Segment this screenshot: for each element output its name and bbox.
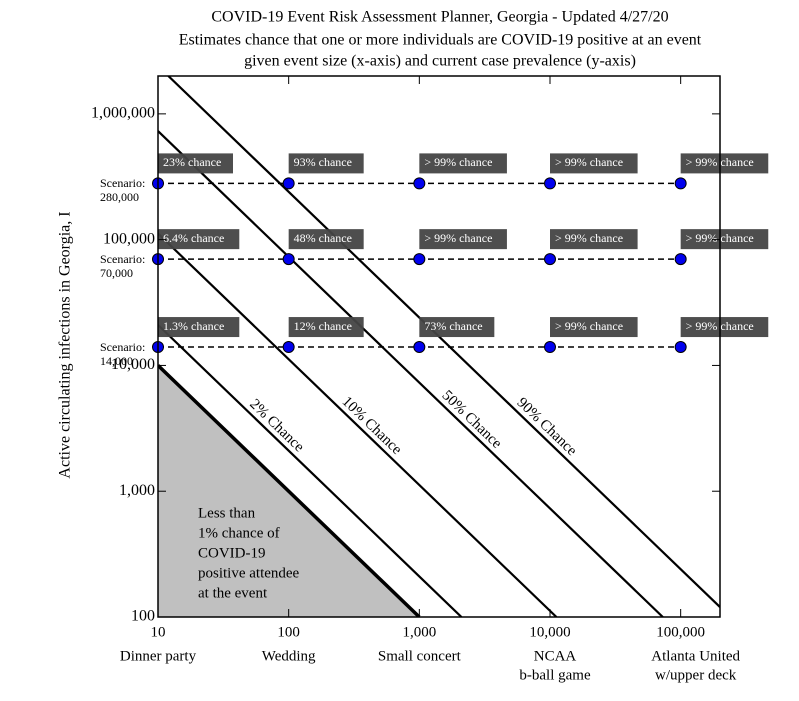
risk-line-label: 50% Chance [439,387,505,452]
chance-label: > 99% chance [555,155,623,169]
scenario-point [413,177,426,190]
y-tick-label: 100,000 [103,230,155,247]
chance-label-box [158,317,240,338]
chance-label-box [288,229,364,250]
x-tick-label: 10 [151,624,166,640]
chance-label-box [549,317,638,338]
y-tick-label: 1,000 [119,482,155,499]
chance-label: 73% chance [424,319,482,333]
risk-line [167,76,720,608]
chance-label-box [680,153,769,174]
risk-line-label: 90% Chance [514,395,580,460]
event-label: Atlanta United [651,648,740,664]
plot-area [158,76,720,617]
chance-label: 1.3% chance [163,319,224,333]
scenario-label: Scenario: [100,252,145,266]
chance-label-box [288,317,364,338]
event-label: w/upper deck [655,667,737,683]
y-tick-label: 10,000 [111,356,155,373]
chance-label: 6.4% chance [163,231,224,245]
risk-line-label: 2% Chance [246,396,307,455]
scenario-point [282,341,295,354]
event-label: Dinner party [120,648,197,664]
y-axis-label: Active circulating infections in Georgia… [57,211,74,478]
x-tick-label: 10,000 [529,624,570,640]
scenario-point [543,253,556,266]
chance-label: > 99% chance [555,231,623,245]
chance-label: 12% chance [294,319,352,333]
chance-label-box [680,229,769,250]
scenario-level-label: 280,000 [100,190,139,204]
scenario-level-label: 14,000 [100,354,133,368]
scenario-point [413,341,426,354]
x-tick-label: 1,000 [402,624,436,640]
risk-line [158,232,558,617]
scenario-point [674,253,687,266]
chance-label: > 99% chance [424,231,492,245]
region-annotation: COVID-19 [198,545,266,561]
x-tick-label: 100,000 [656,624,705,640]
chance-label-box [549,229,638,250]
chance-label-box [419,153,507,174]
risk-line [158,130,664,617]
chance-label-box [419,317,495,338]
scenario-label: Scenario: [100,340,145,354]
region-annotation: Less than [198,505,256,521]
scenario-level-label: 70,000 [100,266,133,280]
chance-label: 48% chance [294,231,352,245]
x-tick-label: 100 [277,624,300,640]
scenario-point [543,177,556,190]
chance-label-box [158,153,233,174]
event-label: Small concert [378,648,462,664]
scenario-point [282,253,295,266]
chance-label-box [158,229,240,250]
chance-label-box [419,229,507,250]
scenario-point [413,253,426,266]
chance-label: 93% chance [294,155,352,169]
y-tick-label: 100 [131,608,155,625]
event-label: NCAA [534,648,577,664]
scenario-label: Scenario: [100,176,145,190]
region-annotation: 1% chance of [198,525,280,541]
chance-label-box [680,317,769,338]
y-tick-label: 1,000,000 [91,105,155,122]
event-label: Wedding [262,648,316,664]
scenario-point [282,177,295,190]
risk-line [158,324,463,617]
chance-label: > 99% chance [424,155,492,169]
risk-line-label: 10% Chance [339,394,405,459]
chart-title: COVID-19 Event Risk Assessment Planner, … [211,9,668,26]
chart-subtitle: given event size (x-axis) and current ca… [244,53,636,70]
scenario-point [543,341,556,354]
chance-label-box [549,153,638,174]
region-annotation: at the event [198,585,268,601]
chance-label-box [288,153,364,174]
chance-label: > 99% chance [555,319,623,333]
region-annotation: positive attendee [198,565,300,581]
plot-frame [157,75,721,618]
scenario-point [674,341,687,354]
chart-subtitle: Estimates chance that one or more indivi… [179,32,702,49]
scenario-point [674,177,687,190]
chance-label: 23% chance [163,155,221,169]
boundary-line [158,364,421,617]
event-label: b-ball game [519,667,591,683]
